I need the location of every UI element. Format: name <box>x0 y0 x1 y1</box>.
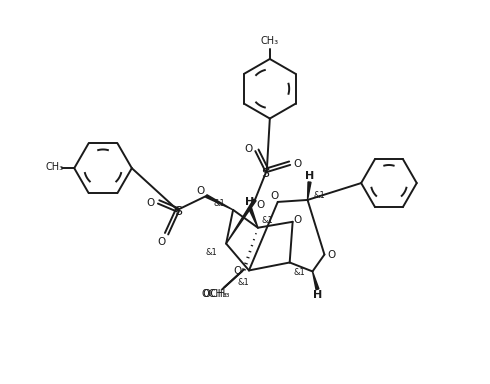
Text: CH₃: CH₃ <box>46 162 63 172</box>
Text: OCH₃: OCH₃ <box>201 289 227 299</box>
Text: O: O <box>245 144 253 154</box>
Polygon shape <box>308 182 311 200</box>
Text: O: O <box>270 191 279 201</box>
Text: &1: &1 <box>205 248 217 257</box>
Text: &1: &1 <box>294 268 305 277</box>
Text: H: H <box>245 197 255 207</box>
Text: O: O <box>257 200 265 210</box>
Text: S: S <box>174 205 182 218</box>
Text: OCH₃: OCH₃ <box>202 289 230 299</box>
Text: S: S <box>261 167 269 180</box>
Text: O: O <box>196 186 204 196</box>
Text: H: H <box>305 171 314 181</box>
Polygon shape <box>248 207 258 228</box>
Text: &1: &1 <box>237 278 249 287</box>
Polygon shape <box>313 271 319 290</box>
Text: O: O <box>157 237 166 247</box>
Text: O: O <box>294 159 302 169</box>
Polygon shape <box>226 199 256 243</box>
Text: O: O <box>327 250 336 260</box>
Text: &1: &1 <box>213 199 225 209</box>
Polygon shape <box>206 195 233 210</box>
Text: CH₃: CH₃ <box>261 36 279 46</box>
Text: O: O <box>294 215 302 225</box>
Text: O: O <box>147 198 155 208</box>
Text: &1: &1 <box>262 216 274 225</box>
Text: H: H <box>313 290 322 300</box>
Text: &1: &1 <box>314 192 325 200</box>
Text: O: O <box>233 266 241 276</box>
